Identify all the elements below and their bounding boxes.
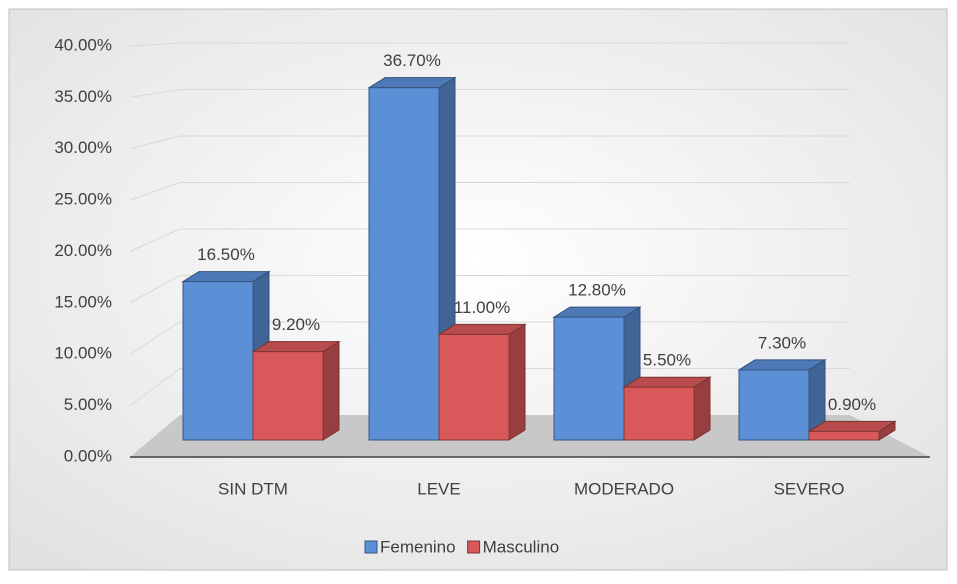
y-tick-label: 35.00% — [54, 87, 112, 106]
data-label: 9.20% — [272, 315, 320, 334]
bar-top — [181, 271, 271, 283]
y-tick-label: 5.00% — [64, 395, 112, 414]
y-tick-label: 10.00% — [54, 344, 112, 363]
y-tick-label: 30.00% — [54, 138, 112, 157]
bar-side — [693, 376, 711, 441]
grid-line — [129, 89, 850, 98]
bar-top — [251, 341, 341, 353]
bar — [438, 333, 510, 441]
bar-top — [807, 420, 897, 432]
bar — [182, 281, 254, 441]
grid-line — [129, 42, 850, 47]
y-tick-label: 25.00% — [54, 190, 112, 209]
bar — [368, 87, 440, 441]
y-tick-label: 20.00% — [54, 241, 112, 260]
grid-line — [129, 182, 850, 201]
x-tick-label: MODERADO — [574, 479, 674, 498]
data-label: 36.70% — [383, 51, 441, 70]
bar-top — [737, 359, 827, 371]
legend-label: Femenino — [380, 537, 456, 556]
data-label: 16.50% — [197, 245, 255, 264]
y-tick-label: 15.00% — [54, 292, 112, 311]
data-label: 7.30% — [758, 333, 806, 352]
grid-line — [129, 228, 850, 252]
bar — [252, 351, 324, 441]
x-tick-label: SEVERO — [774, 479, 845, 498]
bar — [623, 386, 695, 441]
bar-top — [552, 306, 642, 318]
data-label: 5.50% — [643, 351, 691, 370]
x-tick-label: SIN DTM — [218, 479, 288, 498]
legend-label: Masculino — [483, 537, 560, 556]
chart-background — [8, 8, 948, 571]
y-tick-label: 40.00% — [54, 35, 112, 54]
grid-line — [129, 275, 850, 304]
bar — [553, 316, 625, 441]
data-label: 11.00% — [454, 298, 510, 317]
bar-side — [508, 323, 526, 441]
bar — [738, 369, 810, 441]
x-tick-label: LEVE — [417, 479, 460, 498]
bar-top — [367, 77, 457, 89]
grid-line — [129, 135, 850, 150]
data-label: 0.90% — [828, 395, 876, 414]
y-tick-label: 0.00% — [64, 446, 112, 465]
bar — [808, 430, 880, 441]
legend-swatch — [467, 540, 481, 554]
legend-swatch — [364, 540, 378, 554]
bar-side — [322, 340, 340, 441]
data-label: 12.80% — [568, 281, 626, 300]
bar-top — [437, 323, 527, 335]
bar-top — [622, 376, 712, 388]
